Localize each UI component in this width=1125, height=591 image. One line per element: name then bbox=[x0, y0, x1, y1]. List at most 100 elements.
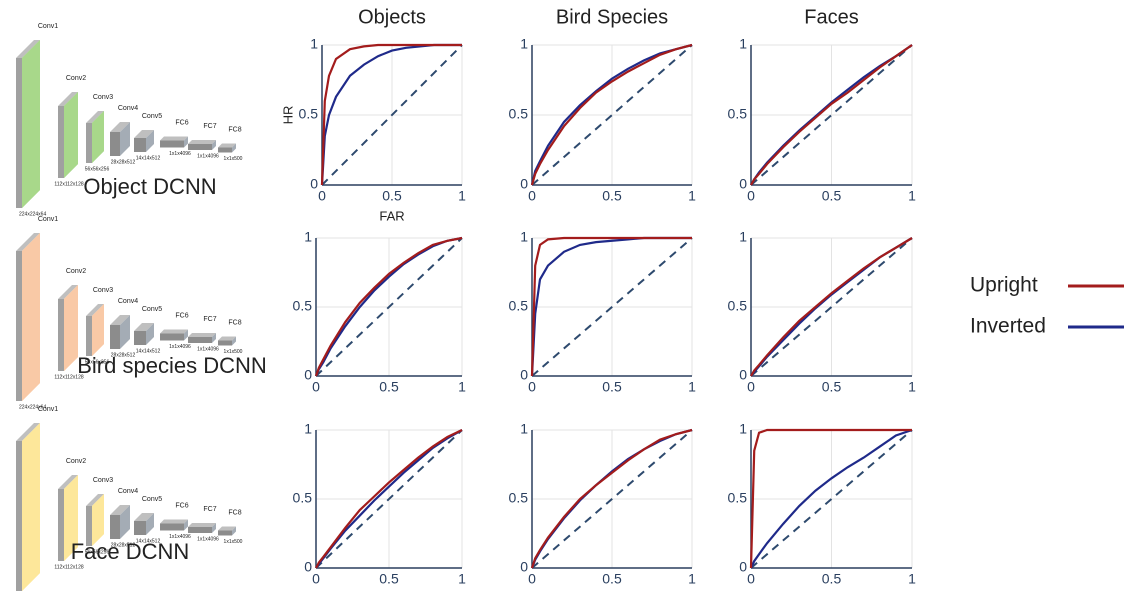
layer-name: Conv5 bbox=[142, 113, 162, 120]
y-tick-label: 0.5 bbox=[728, 298, 748, 314]
layer-side bbox=[184, 329, 188, 341]
x-tick-label: 0 bbox=[312, 379, 320, 395]
layer-name: Conv2 bbox=[66, 75, 86, 82]
y-tick-label: 0 bbox=[520, 176, 528, 192]
layer-face bbox=[64, 92, 78, 178]
layer-name: Conv4 bbox=[118, 488, 138, 495]
layer-name: FC8 bbox=[228, 126, 241, 133]
layer-side bbox=[232, 526, 236, 536]
x-tick-label: 0.5 bbox=[822, 379, 842, 395]
layer-top bbox=[218, 143, 236, 148]
layer-front bbox=[58, 299, 64, 371]
chance-line bbox=[531, 429, 693, 569]
x-tick-label: 1 bbox=[908, 379, 916, 395]
roc-curve bbox=[750, 428, 913, 569]
chance-line bbox=[750, 44, 913, 186]
layer-top bbox=[160, 136, 188, 141]
x-tick-label: 1 bbox=[688, 571, 696, 587]
layer-name: Conv3 bbox=[93, 287, 113, 294]
y-tick-label: 0 bbox=[304, 367, 312, 383]
column-title: Faces bbox=[804, 6, 858, 28]
column-title: Objects bbox=[358, 6, 426, 28]
chance-line bbox=[531, 237, 693, 377]
x-tick-label: 0 bbox=[747, 188, 755, 204]
layer-size: 1x1x4096 bbox=[197, 153, 219, 159]
layer-top bbox=[218, 336, 236, 341]
layer-front bbox=[218, 340, 232, 346]
layer-front bbox=[86, 506, 92, 546]
layer-name: Conv3 bbox=[93, 477, 113, 484]
layer-size: 14x14x512 bbox=[136, 538, 161, 544]
layer-front bbox=[58, 489, 64, 561]
x-tick-label: 1 bbox=[688, 379, 696, 395]
layer-front bbox=[160, 523, 184, 531]
column-title: Bird Species bbox=[556, 6, 668, 28]
roc-curve bbox=[314, 236, 463, 377]
layer-size: 1x1x4096 bbox=[169, 151, 191, 157]
chance-line bbox=[315, 237, 463, 377]
y-tick-label: 0.5 bbox=[509, 490, 529, 506]
y-tick-label: 0.5 bbox=[728, 490, 748, 506]
layer-size: 1x1x4096 bbox=[197, 346, 219, 352]
layer-face bbox=[64, 285, 78, 371]
layer-size: 224x224x64 bbox=[19, 211, 46, 217]
layer-side bbox=[184, 136, 188, 148]
y-tick-label: 0.5 bbox=[509, 298, 529, 314]
y-tick-label: 1 bbox=[310, 36, 318, 52]
layer-size: 1x1x4096 bbox=[169, 344, 191, 350]
layer-front bbox=[86, 123, 92, 163]
layer-top bbox=[110, 505, 130, 515]
y-tick-label: 0.5 bbox=[299, 106, 319, 122]
layer-front bbox=[134, 138, 146, 152]
layer-name: Conv1 bbox=[38, 216, 58, 223]
y-tick-label: 0 bbox=[739, 367, 747, 383]
layer-top bbox=[16, 40, 40, 58]
y-tick-label: 1 bbox=[520, 421, 528, 437]
layer-name: Conv5 bbox=[142, 496, 162, 503]
layer-front bbox=[134, 331, 146, 345]
y-tick-label: 0 bbox=[310, 176, 318, 192]
layer-side bbox=[120, 315, 130, 349]
network-name: Face DCNN bbox=[71, 539, 190, 564]
layer-side bbox=[212, 523, 216, 533]
layer-top bbox=[86, 304, 104, 316]
layer-front bbox=[110, 132, 120, 156]
layer-side bbox=[184, 519, 188, 531]
network-name: Bird species DCNN bbox=[77, 353, 267, 378]
y-tick-label: 0.5 bbox=[293, 490, 313, 506]
roc-curve bbox=[530, 43, 693, 186]
roc-curve bbox=[320, 43, 462, 186]
x-tick-label: 1 bbox=[908, 571, 916, 587]
y-tick-label: 0.5 bbox=[728, 106, 748, 122]
layer-size: 1x1x500 bbox=[224, 349, 243, 355]
layer-name: FC8 bbox=[228, 319, 241, 326]
layer-top bbox=[188, 140, 216, 144]
y-tick-label: 0.5 bbox=[293, 298, 313, 314]
x-tick-label: 0 bbox=[528, 571, 536, 587]
layer-name: FC6 bbox=[175, 119, 188, 126]
layer-face bbox=[64, 475, 78, 561]
legend-label: Upright bbox=[970, 274, 1038, 297]
y-tick-label: 0 bbox=[304, 559, 312, 575]
layer-size: 28x28x512 bbox=[111, 352, 136, 358]
layer-side bbox=[232, 143, 236, 153]
chance-line bbox=[750, 237, 913, 377]
chance-line bbox=[531, 44, 693, 186]
layer-top bbox=[16, 423, 40, 441]
layer-face bbox=[22, 233, 40, 401]
layer-top bbox=[86, 494, 104, 506]
x-tick-label: 1 bbox=[458, 571, 466, 587]
legend-label: Inverted bbox=[970, 315, 1046, 338]
layer-front bbox=[16, 251, 22, 401]
layer-front bbox=[16, 441, 22, 591]
x-tick-label: 0.5 bbox=[379, 571, 399, 587]
layer-name: Conv4 bbox=[118, 105, 138, 112]
layer-side bbox=[212, 140, 216, 150]
x-tick-label: 0.5 bbox=[602, 188, 622, 204]
x-tick-label: 1 bbox=[688, 188, 696, 204]
chance-line bbox=[315, 429, 463, 569]
layer-front bbox=[218, 530, 232, 536]
layer-name: FC7 bbox=[203, 316, 216, 323]
layer-top bbox=[58, 475, 78, 489]
layer-name: Conv4 bbox=[118, 298, 138, 305]
